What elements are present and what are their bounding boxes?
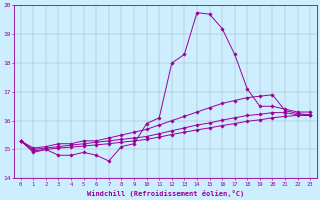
X-axis label: Windchill (Refroidissement éolien,°C): Windchill (Refroidissement éolien,°C) [87, 190, 244, 197]
